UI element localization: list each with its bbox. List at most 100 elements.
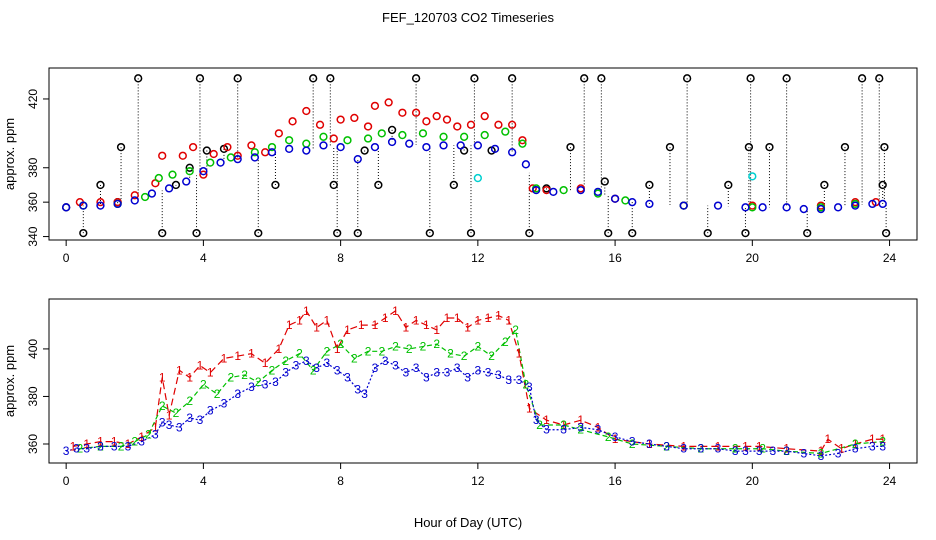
series-3-marker: 3 (272, 375, 279, 389)
series-3-marker: 3 (505, 373, 512, 387)
red-circle-point (350, 113, 359, 123)
black-circle-point (703, 228, 712, 238)
series-1-marker: 1 (543, 413, 550, 427)
black-circle-point (411, 74, 421, 83)
red-circle-point (432, 112, 441, 121)
black-circle-point (566, 142, 575, 152)
blue-circle-point (576, 185, 585, 195)
series-3-marker: 3 (344, 370, 351, 384)
green-circle-point (418, 129, 428, 138)
bottom-plot-frame (48, 298, 918, 464)
blue-circle-point (216, 158, 225, 167)
blue-circle-point (645, 199, 654, 209)
series-1-marker: 1 (454, 311, 461, 325)
black-circle-point (171, 180, 181, 190)
black-circle-point (374, 180, 383, 190)
blue-circle-point (532, 185, 541, 195)
black-circle-point (185, 163, 194, 172)
green-circle-point (559, 185, 568, 195)
series-1-marker: 1 (176, 363, 183, 377)
red-circle-point (302, 106, 311, 116)
series-2-marker: 2 (378, 344, 385, 358)
green-circle-point (226, 153, 235, 162)
series-1-marker: 1 (680, 439, 687, 453)
series-1-marker: 1 (392, 304, 399, 318)
green-circle-point (319, 132, 328, 141)
blue-circle-point (62, 203, 71, 212)
green-circle-point (363, 134, 373, 143)
series-3-marker: 3 (248, 380, 255, 394)
series-1-marker: 1 (879, 432, 886, 446)
bottom-x-tick-label: 12 (471, 474, 485, 488)
series-3-marker: 3 (756, 444, 763, 458)
series-2-marker: 2 (214, 387, 221, 401)
series-1-marker: 1 (852, 437, 859, 451)
black-circle-point (840, 142, 850, 152)
series-2-marker: 2 (759, 442, 766, 456)
series-1-marker: 1 (433, 323, 440, 337)
black-circle-point (782, 74, 791, 83)
series-3-marker: 3 (392, 359, 399, 373)
series-2-marker: 2 (523, 378, 530, 392)
blue-circle-point (353, 155, 362, 164)
series-1-marker: 1 (344, 323, 351, 337)
red-circle-point (260, 148, 270, 157)
series-2-marker: 2 (282, 354, 289, 368)
series-2-marker: 2 (324, 344, 331, 358)
top-x-tick-label: 16 (608, 251, 622, 265)
series-1-marker: 1 (577, 413, 584, 427)
red-circle-point (384, 98, 393, 107)
blue-circle-point (336, 142, 345, 152)
series-1-marker: 1 (83, 437, 90, 451)
series-1-marker: 1 (166, 408, 173, 422)
series-3-marker: 3 (176, 420, 183, 434)
blue-circle-point (549, 187, 558, 196)
series-3-marker: 3 (361, 387, 368, 401)
series-3-marker: 3 (526, 380, 533, 394)
top-x-tick-label: 4 (200, 251, 207, 265)
blue-circle-point (473, 141, 483, 150)
black-circle-point (470, 74, 479, 83)
blue-circle-point (164, 184, 174, 193)
black-circle-point (525, 228, 534, 238)
green-circle-point (343, 136, 352, 145)
red-circle-point (453, 122, 462, 131)
red-circle-point (398, 108, 407, 117)
series-2-marker: 2 (392, 340, 399, 354)
red-circle-point (480, 112, 489, 121)
green-circle-point (206, 158, 215, 167)
top-data-marks (62, 74, 891, 238)
blue-circle-point (610, 194, 620, 203)
series-3-marker: 3 (413, 361, 420, 375)
series-1-marker: 1 (262, 356, 269, 370)
series-3-marker: 3 (516, 373, 523, 387)
series-1-marker: 1 (276, 342, 283, 356)
series-1-marker: 1 (248, 347, 255, 361)
top-axes: 0 4 8 12 16 20 24 340 360 380 420 (26, 89, 897, 265)
green-circle-point (501, 127, 510, 136)
red-circle-point (329, 134, 338, 143)
black-circle-point (820, 180, 829, 190)
blue-circle-point (405, 139, 414, 148)
series-3-marker: 3 (83, 442, 90, 456)
blue-circle-point (285, 144, 294, 153)
series-1-marker: 1 (756, 439, 763, 453)
series-3-marker: 3 (800, 446, 807, 460)
red-circle-point (158, 151, 167, 160)
series-3-marker: 3 (879, 439, 886, 453)
series-3-marker: 3 (770, 444, 777, 458)
black-circle-point (79, 228, 88, 238)
top-y-tick-label: 380 (26, 157, 40, 177)
blue-circle-point (130, 196, 139, 205)
series-1-marker: 1 (221, 351, 228, 365)
series-3-marker: 3 (577, 420, 584, 434)
bottom-x-tick-label: 24 (883, 474, 897, 488)
series-2-marker: 2 (365, 344, 372, 358)
series-1-marker: 1 (423, 318, 430, 332)
black-circle-point (134, 74, 143, 83)
series-1-marker: 1 (358, 318, 365, 332)
red-circle-point (315, 120, 325, 129)
blue-circle-point (816, 204, 826, 214)
series-2-marker: 2 (560, 418, 567, 432)
series-1-marker: 1 (207, 366, 214, 380)
